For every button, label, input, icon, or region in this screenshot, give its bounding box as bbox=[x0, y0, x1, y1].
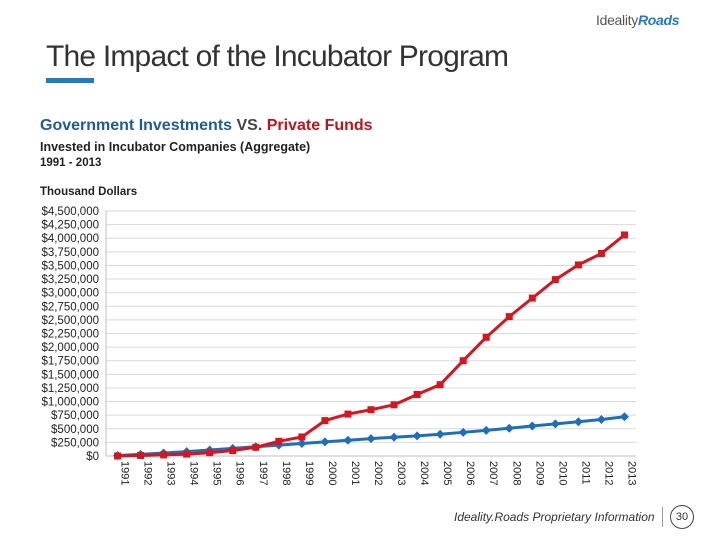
x-tick-label: 2004 bbox=[418, 461, 430, 485]
footer-divider bbox=[662, 507, 663, 527]
data-point-private-funds bbox=[482, 333, 490, 341]
data-point-government-investments bbox=[297, 438, 307, 448]
data-point-government-investments bbox=[412, 431, 422, 441]
x-tick-label: 2009 bbox=[533, 461, 545, 485]
x-tick-label: 1991 bbox=[119, 461, 131, 485]
data-point-private-funds bbox=[229, 447, 237, 455]
x-tick-label: 1998 bbox=[280, 461, 292, 485]
y-tick-label: $500,000 bbox=[51, 424, 99, 436]
x-tick-label: 2012 bbox=[602, 461, 614, 485]
data-point-private-funds bbox=[528, 294, 536, 302]
data-point-government-investments bbox=[550, 419, 560, 429]
y-tick-label: $2,000,000 bbox=[41, 342, 99, 354]
data-point-private-funds bbox=[252, 443, 260, 451]
y-tick-label: $250,000 bbox=[51, 437, 99, 449]
x-tick-label: 1995 bbox=[211, 461, 223, 485]
data-point-private-funds bbox=[206, 449, 214, 457]
y-tick-label: $1,500,000 bbox=[41, 369, 99, 381]
subtitle-private: Private Funds bbox=[266, 117, 373, 134]
data-point-private-funds bbox=[298, 433, 306, 441]
y-tick-label: $4,500,000 bbox=[41, 206, 99, 218]
data-point-private-funds bbox=[344, 410, 352, 418]
x-tick-label: 2010 bbox=[556, 461, 568, 485]
logo-brand: Ideality bbox=[596, 12, 638, 28]
data-point-private-funds bbox=[574, 261, 582, 269]
x-tick-label: 1992 bbox=[142, 461, 154, 485]
x-tick-label: 2013 bbox=[625, 461, 637, 485]
y-tick-label: $1,000,000 bbox=[41, 397, 99, 409]
data-point-private-funds bbox=[597, 249, 605, 257]
x-tick-label: 2003 bbox=[395, 461, 407, 485]
y-axis-unit-label: Thousand Dollars bbox=[40, 186, 138, 198]
y-tick-label: $2,500,000 bbox=[41, 315, 99, 327]
footer-text: Ideality.Roads Proprietary Information bbox=[454, 510, 655, 524]
data-point-government-investments bbox=[366, 434, 376, 444]
y-tick-label: $4,250,000 bbox=[41, 220, 99, 232]
x-tick-label: 2005 bbox=[441, 461, 453, 485]
data-point-government-investments bbox=[458, 427, 468, 437]
x-tick-label: 1994 bbox=[188, 461, 200, 485]
data-point-private-funds bbox=[321, 417, 329, 425]
x-tick-label: 1999 bbox=[303, 461, 315, 485]
data-point-private-funds bbox=[114, 452, 122, 460]
x-tick-label: 2011 bbox=[579, 461, 591, 485]
logo-mark: Roads bbox=[637, 12, 680, 28]
title-accent-bar bbox=[46, 78, 94, 83]
y-tick-label: $3,000,000 bbox=[41, 288, 99, 300]
data-point-government-investments bbox=[527, 421, 537, 431]
data-point-private-funds bbox=[390, 401, 398, 409]
y-tick-label: $2,250,000 bbox=[41, 329, 99, 341]
y-tick-label: $4,000,000 bbox=[41, 233, 99, 245]
company-logo: IdealityRoads bbox=[596, 12, 680, 28]
chart-caption: Invested in Incubator Companies (Aggrega… bbox=[40, 140, 311, 154]
slide-title: The Impact of the Incubator Program bbox=[46, 40, 509, 73]
y-tick-label: $750,000 bbox=[51, 410, 99, 422]
data-point-government-investments bbox=[320, 437, 330, 447]
data-point-government-investments bbox=[504, 423, 514, 433]
y-tick-label: $1,750,000 bbox=[41, 356, 99, 368]
data-point-private-funds bbox=[436, 381, 444, 389]
data-point-government-investments bbox=[435, 429, 445, 439]
data-point-private-funds bbox=[505, 313, 513, 321]
x-tick-label: 2008 bbox=[510, 461, 522, 485]
data-point-government-investments bbox=[573, 417, 583, 427]
y-tick-label: $3,750,000 bbox=[41, 247, 99, 259]
data-point-private-funds bbox=[183, 450, 191, 458]
x-tick-label: 2000 bbox=[326, 461, 338, 485]
data-point-private-funds bbox=[459, 357, 467, 365]
x-tick-label: 1996 bbox=[234, 461, 246, 485]
page-number: 30 bbox=[670, 505, 694, 529]
x-tick-label: 1993 bbox=[165, 461, 177, 485]
data-point-private-funds bbox=[160, 451, 168, 459]
chart-subtitle: Government Investments VS. Private Funds bbox=[40, 117, 373, 135]
data-point-private-funds bbox=[275, 437, 283, 445]
x-tick-label: 2001 bbox=[349, 461, 361, 485]
y-tick-label: $2,750,000 bbox=[41, 301, 99, 313]
data-point-government-investments bbox=[596, 415, 606, 425]
data-point-government-investments bbox=[343, 435, 353, 445]
chart-year-range: 1991 - 2013 bbox=[40, 157, 102, 169]
data-point-private-funds bbox=[137, 451, 145, 459]
data-point-private-funds bbox=[413, 390, 421, 398]
subtitle-government: Government Investments bbox=[40, 117, 233, 134]
data-point-private-funds bbox=[551, 276, 559, 284]
data-point-government-investments bbox=[389, 432, 399, 442]
data-point-private-funds bbox=[367, 406, 375, 414]
y-tick-label: $3,250,000 bbox=[41, 274, 99, 286]
y-tick-label: $1,250,000 bbox=[41, 383, 99, 395]
y-tick-label: $0 bbox=[86, 451, 99, 463]
x-tick-label: 2002 bbox=[372, 461, 384, 485]
data-point-government-investments bbox=[481, 425, 491, 435]
y-tick-label: $3,500,000 bbox=[41, 260, 99, 272]
data-point-private-funds bbox=[620, 231, 628, 239]
x-tick-label: 2006 bbox=[464, 461, 476, 485]
x-tick-label: 1997 bbox=[257, 461, 269, 485]
x-tick-label: 2007 bbox=[487, 461, 499, 485]
subtitle-vs: VS. bbox=[232, 117, 267, 134]
data-point-government-investments bbox=[619, 412, 629, 422]
series-line-private-funds bbox=[117, 233, 626, 458]
